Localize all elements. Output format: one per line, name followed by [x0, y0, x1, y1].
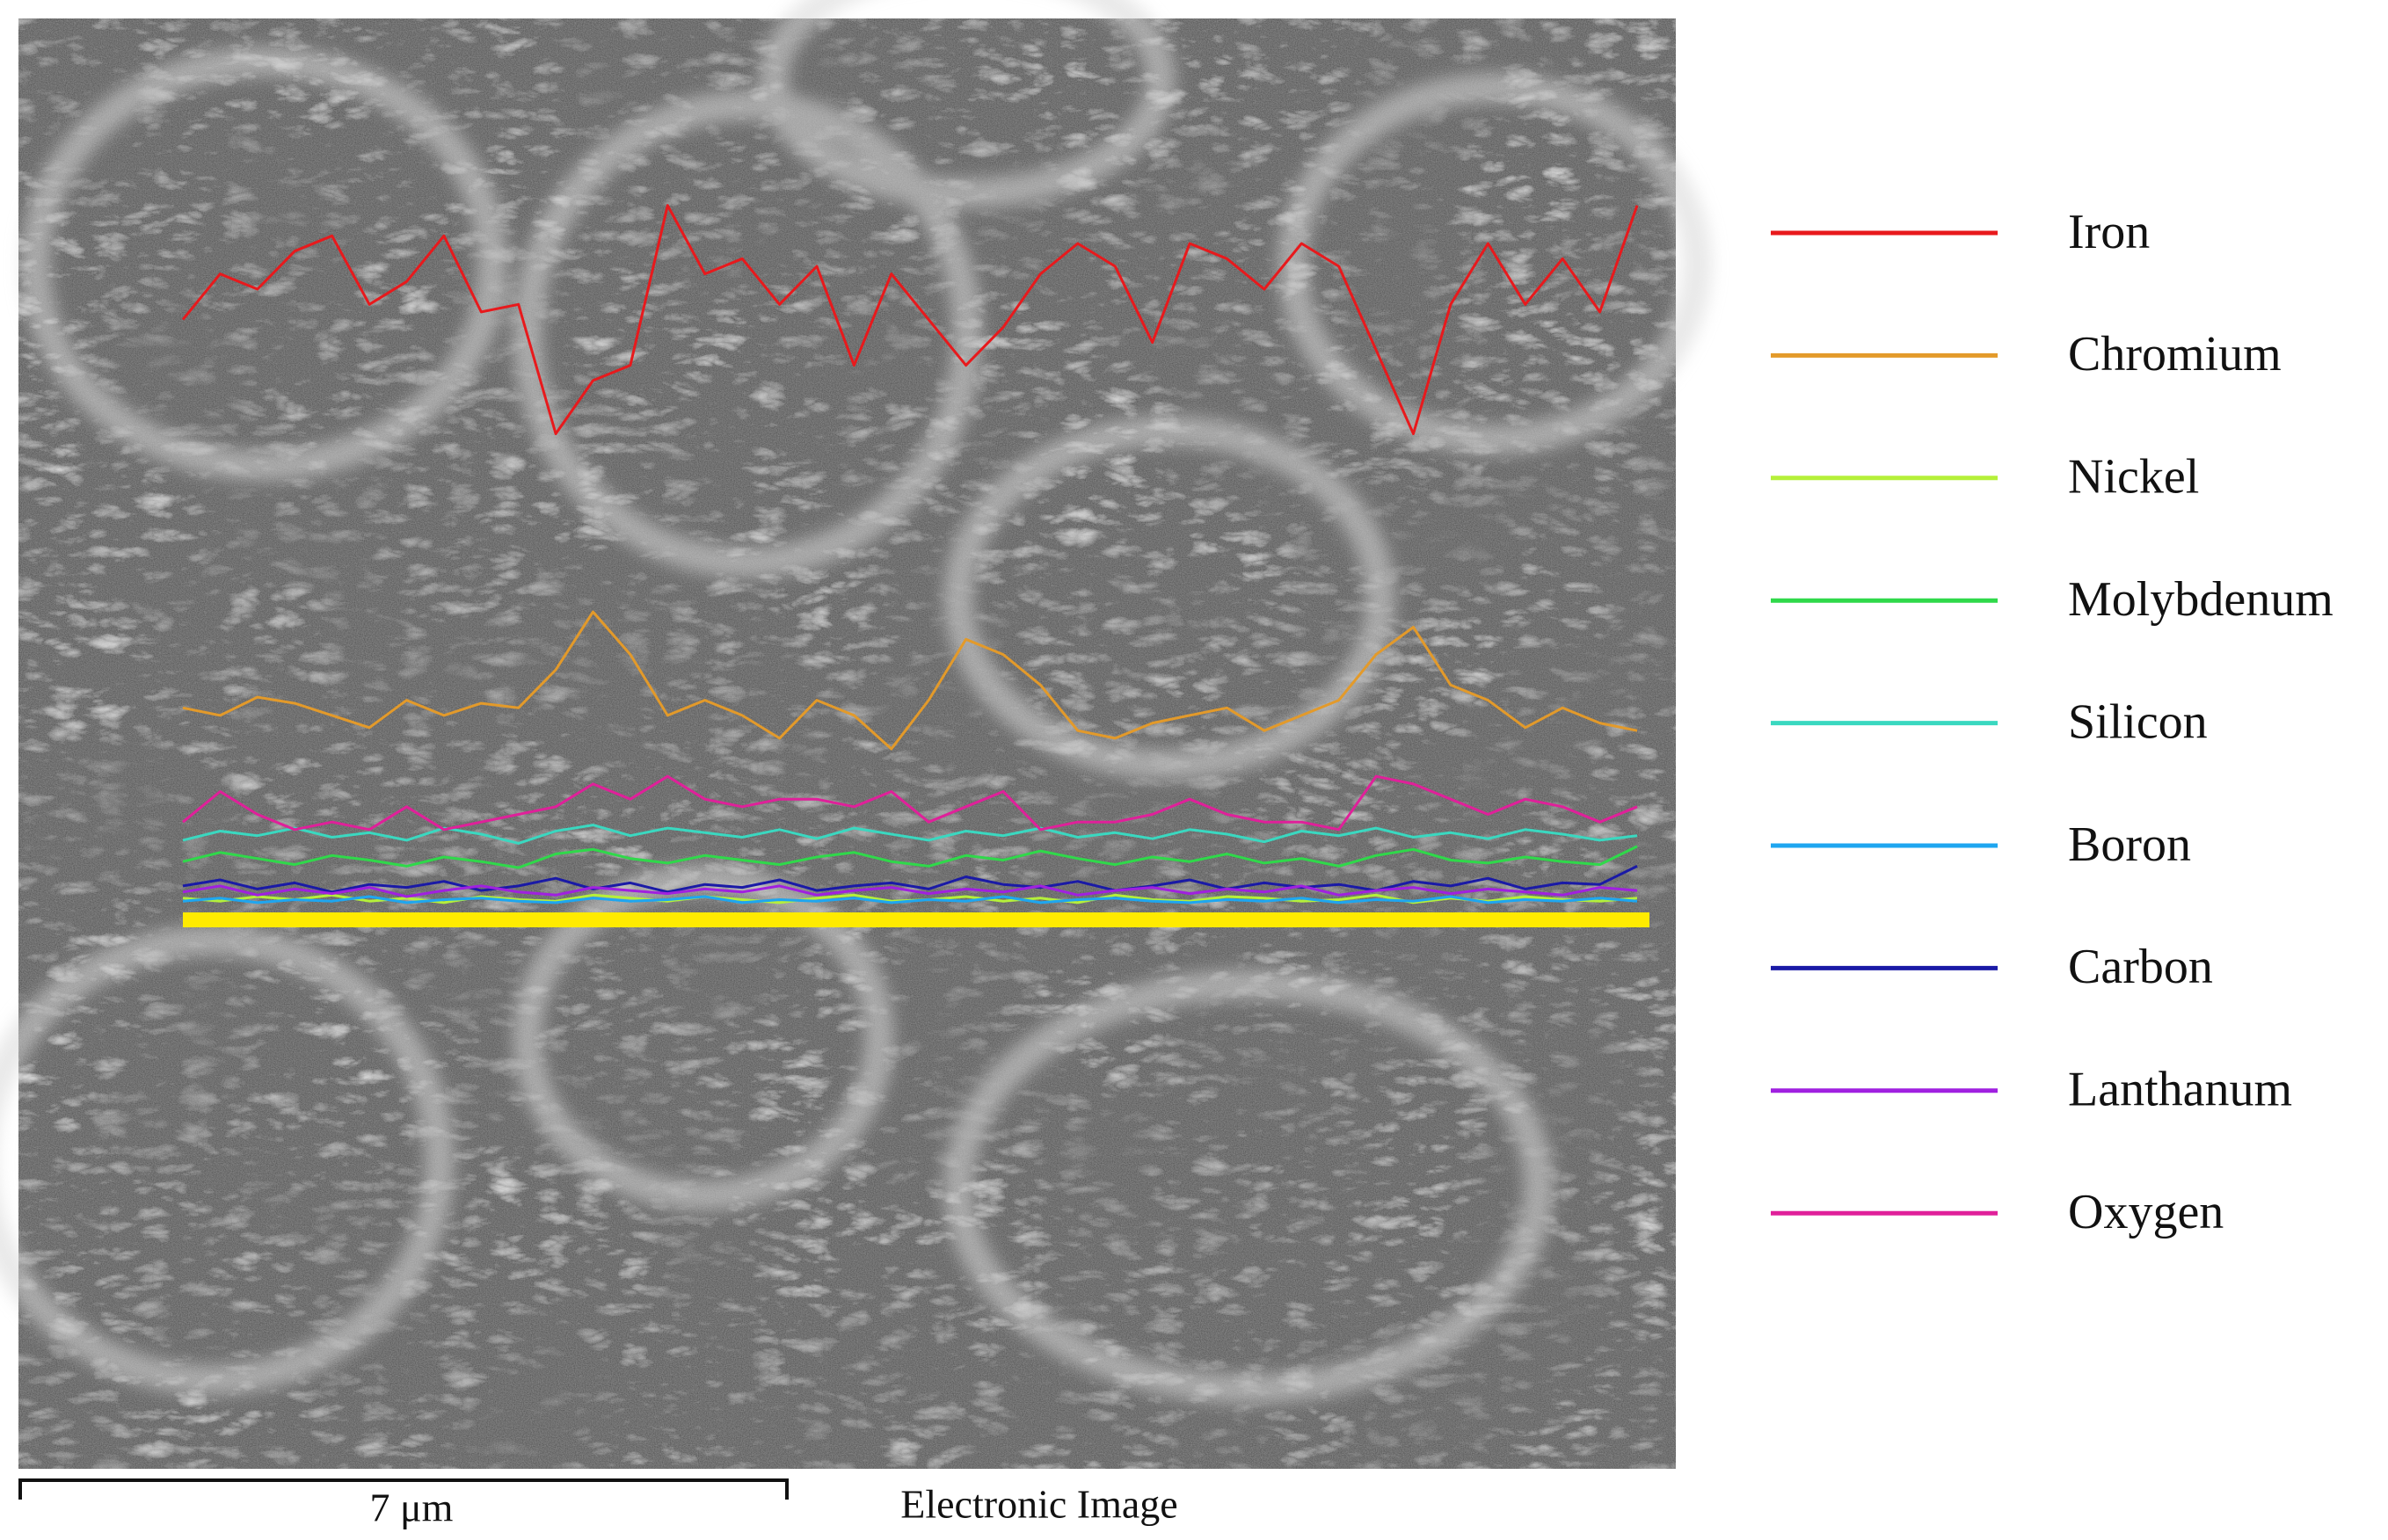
scan-line	[183, 912, 1649, 927]
legend-label: Lanthanum	[2068, 1063, 2292, 1117]
legend-label: Iron	[2068, 205, 2150, 259]
legend: Iron Chromium Nickel Molybdenum Silicon Boron…	[1771, 205, 2333, 1239]
series-line	[182, 824, 1638, 845]
scale-bar	[18, 1478, 789, 1500]
series-line	[182, 610, 1638, 751]
series-line	[182, 865, 1638, 894]
legend-label: Boron	[2068, 817, 2191, 872]
caption: Electronic Image	[900, 1482, 1177, 1527]
legend-label: Chromium	[2068, 327, 2282, 381]
series-line	[182, 884, 1638, 898]
series-line	[182, 845, 1638, 869]
series-line	[182, 895, 1638, 904]
legend-label: Oxygen	[2068, 1185, 2224, 1239]
plot	[181, 204, 1639, 904]
legend-label: Carbon	[2068, 940, 2213, 994]
series-line	[182, 774, 1638, 832]
legend-label: Molybdenum	[2068, 572, 2333, 627]
micrograph	[0, 0, 1712, 1469]
series-line	[181, 204, 1639, 435]
scale-label: 7 μm	[370, 1486, 454, 1530]
legend-label: Nickel	[2068, 450, 2199, 505]
legend-label: Silicon	[2068, 694, 2208, 749]
